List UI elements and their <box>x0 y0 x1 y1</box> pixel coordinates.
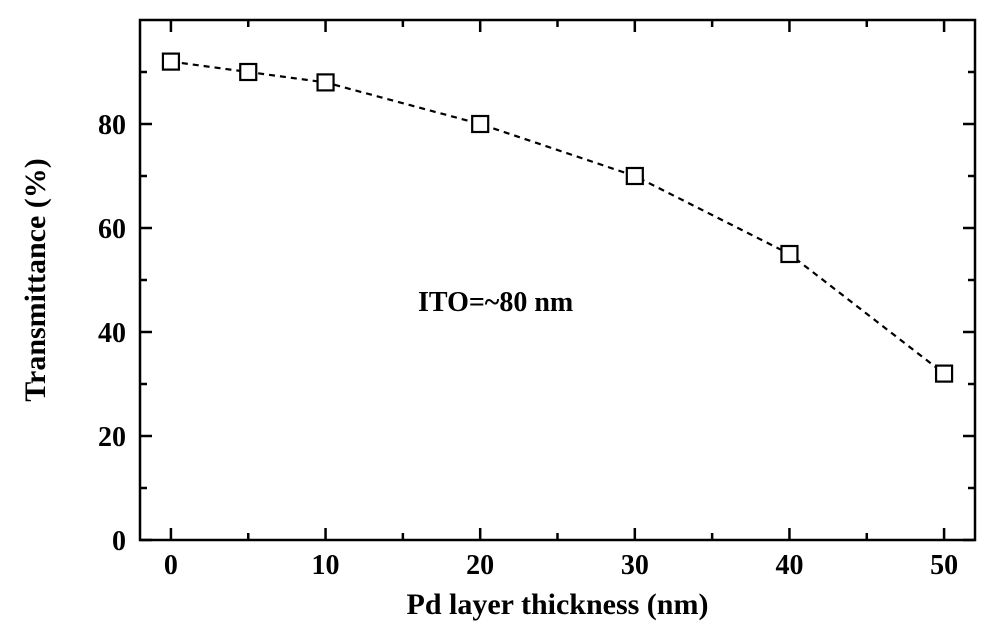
xtick-label: 10 <box>312 550 340 581</box>
ytick-label: 40 <box>98 318 126 349</box>
annotation-text: ITO=~80 nm <box>418 287 573 318</box>
data-marker <box>936 366 952 382</box>
data-marker <box>627 168 643 184</box>
y-axis-label: Transmittance (%) <box>19 158 52 402</box>
data-marker <box>163 54 179 70</box>
ytick-label: 0 <box>112 526 126 557</box>
data-marker <box>781 246 797 262</box>
data-marker <box>318 74 334 90</box>
x-axis-label: Pd layer thickness (nm) <box>407 588 709 621</box>
xtick-label: 50 <box>930 550 958 581</box>
ytick-label: 60 <box>98 214 126 245</box>
ytick-label: 80 <box>98 110 126 141</box>
ytick-label: 20 <box>98 422 126 453</box>
xtick-label: 30 <box>621 550 649 581</box>
xtick-label: 40 <box>775 550 803 581</box>
data-marker <box>472 116 488 132</box>
data-marker <box>240 64 256 80</box>
transmittance-chart: 0 10 20 30 40 50 0 20 40 60 80 ITO=~80 nm Pd layer t… <box>0 0 1000 631</box>
chart-container: 0 10 20 30 40 50 0 20 40 60 80 ITO=~80 nm Pd layer t… <box>0 0 1000 631</box>
xtick-label: 0 <box>164 550 178 581</box>
xtick-label: 20 <box>466 550 494 581</box>
